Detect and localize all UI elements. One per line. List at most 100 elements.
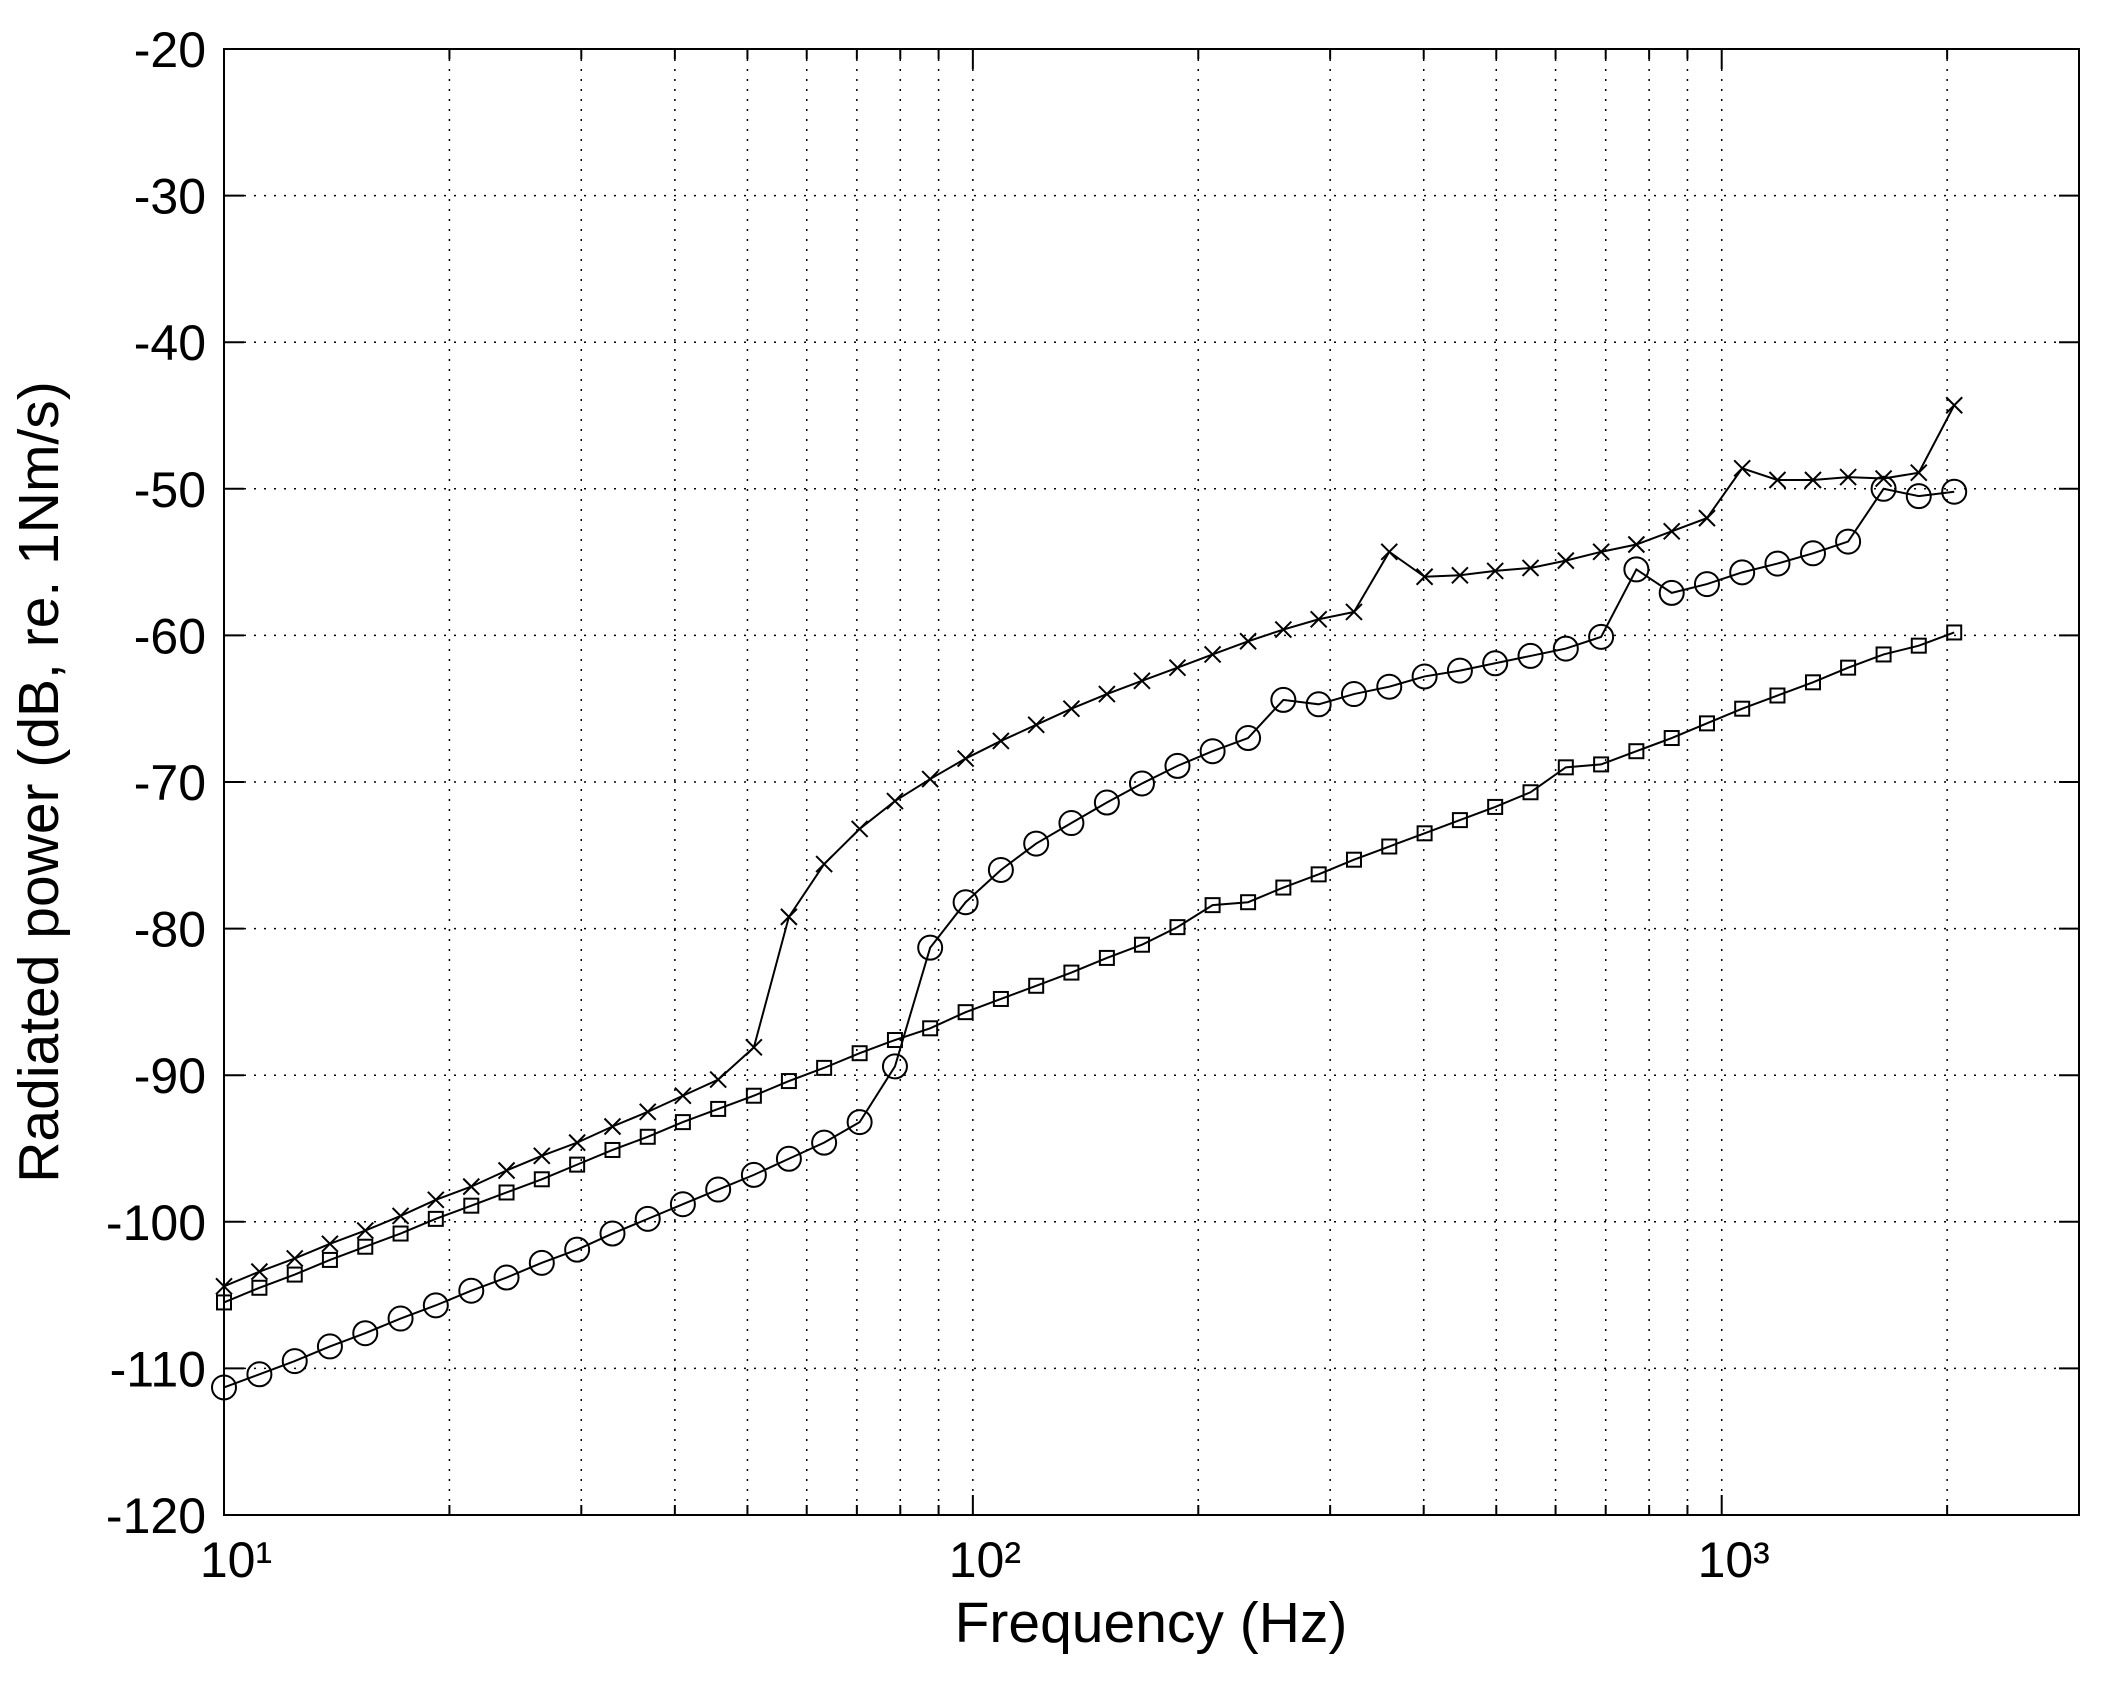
square-marker <box>1098 949 1115 966</box>
x-marker <box>250 1262 269 1281</box>
square-marker <box>1734 700 1751 717</box>
circle-marker <box>811 1129 838 1156</box>
square-marker <box>1240 894 1257 911</box>
x-axis-label: Frequency (Hz) <box>955 1591 1348 1655</box>
x-marker <box>1486 562 1504 580</box>
x-marker <box>1804 471 1822 489</box>
x-marker <box>1062 699 1081 718</box>
square-marker <box>1133 936 1150 953</box>
y-tick-label: -40 <box>134 315 206 371</box>
series-line <box>223 404 1956 1288</box>
x-marker <box>921 770 939 788</box>
circle-marker <box>1270 686 1297 713</box>
square-marker <box>1946 624 1963 641</box>
plot-marks <box>211 396 1968 1401</box>
x-marker <box>639 1103 657 1121</box>
y-tick-label: -120 <box>106 1488 206 1544</box>
square-marker <box>498 1184 515 1201</box>
y-tick-label: -70 <box>134 755 206 811</box>
x-marker <box>1239 632 1257 650</box>
square-marker <box>1910 637 1927 654</box>
x-marker <box>1945 396 1963 414</box>
circle-marker <box>1517 642 1544 669</box>
square-marker <box>251 1279 268 1296</box>
y-tick-label: -60 <box>134 608 206 664</box>
circle-marker <box>1870 475 1897 502</box>
x-marker <box>533 1147 551 1165</box>
square-marker <box>604 1141 621 1158</box>
square-marker <box>1769 687 1786 704</box>
square-marker <box>321 1251 338 1268</box>
x-marker <box>462 1177 480 1196</box>
x-marker <box>568 1133 586 1152</box>
square-marker <box>1593 756 1610 773</box>
circle-marker <box>422 1292 449 1319</box>
square-marker <box>533 1171 550 1188</box>
x-tick-label: 10² <box>949 1532 1021 1588</box>
y-tick-label: -20 <box>134 22 206 78</box>
circle-marker <box>1199 738 1226 765</box>
square-marker <box>1169 919 1186 936</box>
x-marker <box>992 732 1010 750</box>
x-tick-label: 10³ <box>1698 1532 1770 1588</box>
circle-marker <box>1340 681 1367 708</box>
x-marker <box>1839 468 1857 486</box>
x-marker <box>1380 543 1398 561</box>
circle-marker <box>1023 830 1050 857</box>
square-marker <box>922 1020 939 1037</box>
x-marker <box>286 1249 304 1268</box>
circle-marker <box>1305 691 1332 718</box>
y-tick-label: -110 <box>110 1341 206 1397</box>
square-marker <box>1310 866 1327 883</box>
square-marker <box>674 1114 691 1131</box>
x-marker <box>886 792 904 810</box>
square-marker <box>851 1045 868 1062</box>
square-marker <box>957 1004 974 1021</box>
x-marker <box>391 1207 410 1225</box>
square-marker <box>1804 674 1821 691</box>
x-tick-label: 10¹ <box>200 1532 272 1588</box>
x-marker <box>321 1235 339 1253</box>
circle-marker <box>1835 528 1862 555</box>
y-tick-label: -80 <box>134 902 206 958</box>
x-marker <box>356 1221 374 1240</box>
x-marker <box>956 749 975 768</box>
x-marker <box>497 1161 516 1180</box>
square-marker <box>1063 964 1080 981</box>
circle-marker <box>1376 673 1403 700</box>
circle-marker <box>1623 556 1650 583</box>
circle-marker <box>528 1249 555 1276</box>
circle-marker <box>1588 623 1615 650</box>
series-line <box>223 631 1955 1304</box>
x-marker <box>1309 610 1328 628</box>
circle-marker <box>1235 725 1262 752</box>
square-marker <box>357 1238 374 1255</box>
x-marker <box>780 908 798 926</box>
x-marker <box>1168 658 1187 677</box>
y-tick-label: -50 <box>134 462 206 518</box>
y-tick-label: -100 <box>106 1195 206 1251</box>
square-marker <box>992 990 1009 1007</box>
square-marker <box>710 1100 727 1117</box>
x-marker <box>1733 459 1751 477</box>
x-marker <box>1768 471 1787 489</box>
square-marker <box>1204 897 1221 914</box>
circle-marker <box>1552 635 1579 662</box>
square-marker <box>1345 851 1362 868</box>
x-marker <box>815 855 833 873</box>
circle-marker <box>1658 579 1685 606</box>
square-marker <box>1557 759 1574 776</box>
x-marker <box>1698 509 1716 527</box>
circle-marker <box>387 1305 414 1332</box>
circle-marker <box>1411 663 1438 690</box>
x-marker <box>1910 463 1928 482</box>
circle-marker <box>564 1236 591 1263</box>
y-axis-label: Radiated power (dB, re. 1Nm/s) <box>7 381 71 1182</box>
x-marker <box>709 1070 727 1089</box>
square-marker <box>1416 825 1433 842</box>
circle-marker <box>740 1161 767 1188</box>
x-marker <box>1557 551 1575 570</box>
grid <box>223 48 2079 1516</box>
